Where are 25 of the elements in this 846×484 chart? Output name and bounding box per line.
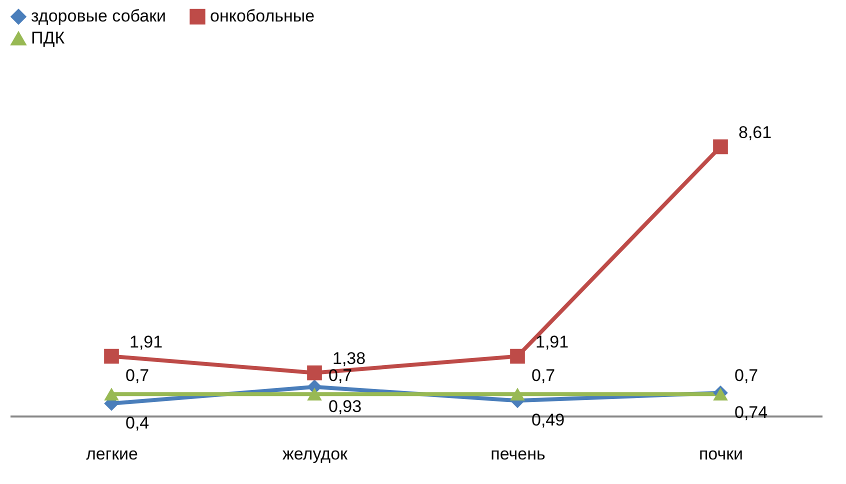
- data-label: 0,74: [734, 402, 768, 422]
- data-label: 0,4: [126, 413, 150, 432]
- x-tick-label: легкие: [86, 444, 138, 464]
- legend-label: онкобольные: [210, 6, 315, 26]
- data-label: 0,93: [328, 396, 362, 416]
- x-tick-label: желудок: [282, 444, 348, 464]
- data-label: 1,91: [130, 332, 163, 352]
- legend-label: ПДК: [31, 28, 65, 48]
- data-label: 1,91: [536, 332, 569, 352]
- point: [510, 388, 525, 401]
- data-label: 1,38: [332, 348, 366, 368]
- x-tick-label: почки: [698, 444, 744, 464]
- data-label: 0,49: [532, 410, 565, 430]
- legend-label: здоровые собаки: [31, 6, 166, 26]
- point: [713, 139, 728, 154]
- point: [307, 388, 322, 401]
- point: [510, 348, 525, 364]
- point: [307, 365, 322, 380]
- point: [104, 348, 119, 364]
- data-label: 8,61: [738, 122, 772, 142]
- data-label: 0,7: [532, 366, 556, 386]
- data-label: 0,7: [126, 366, 150, 386]
- point: [104, 388, 119, 401]
- data-label: 0,7: [734, 366, 758, 386]
- x-tick-label: печень: [490, 444, 546, 464]
